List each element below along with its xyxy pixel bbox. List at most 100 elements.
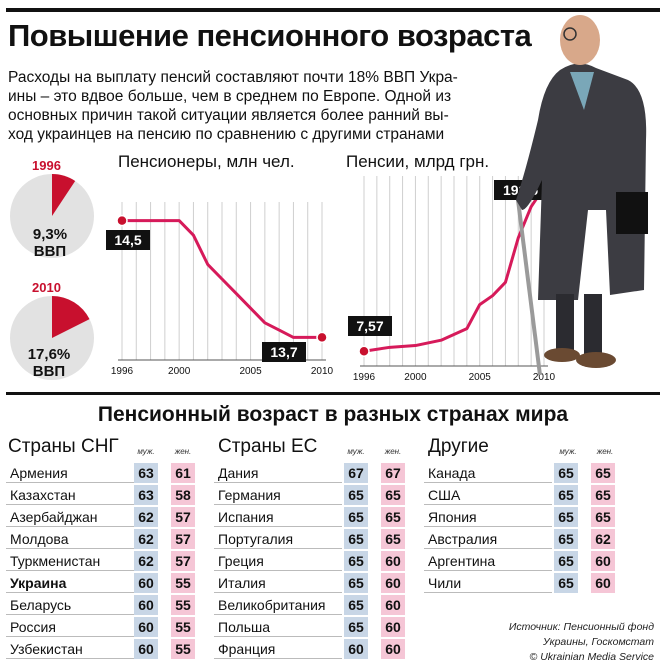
table-row: Азербайджан 62 57 <box>6 507 197 528</box>
table-row: Узбекистан 60 55 <box>6 639 197 660</box>
row-divider <box>214 482 342 483</box>
data-label: 13,7 <box>270 344 297 360</box>
table-row: Молдова 62 57 <box>6 529 197 550</box>
country-name: Узбекистан <box>10 641 83 657</box>
intro-line: ины – это вдвое больше, чем в среднем по… <box>8 88 452 105</box>
female-age: 65 <box>381 529 405 549</box>
x-tick-label: 2000 <box>168 366 191 377</box>
male-age: 65 <box>344 617 368 637</box>
country-name: Италия <box>218 575 266 591</box>
data-point <box>116 214 128 227</box>
country-name: Россия <box>10 619 56 635</box>
intro-text: Расходы на выплату пенсий составляют поч… <box>8 68 518 144</box>
female-age: 60 <box>381 551 405 571</box>
pie-label-2010: 17,6% ВВП <box>14 346 84 380</box>
table-row: Япония 65 65 <box>424 507 617 528</box>
row-divider <box>6 526 134 527</box>
country-name: Украина <box>10 575 67 591</box>
country-name: Португалия <box>218 531 294 547</box>
shirt <box>570 72 594 110</box>
table-row: Беларусь 60 55 <box>6 595 197 616</box>
pensioner-illustration <box>516 15 648 376</box>
row-divider <box>424 504 552 505</box>
pie-label-1996: 9,3% ВВП <box>18 226 82 260</box>
pie-year-1996: 1996 <box>32 158 61 173</box>
table-row: Дания 67 67 <box>214 463 407 484</box>
country-name: Япония <box>428 509 477 525</box>
female-age: 57 <box>171 529 195 549</box>
country-name: Азербайджан <box>10 509 98 525</box>
table-row: Германия 65 65 <box>214 485 407 506</box>
male-age: 60 <box>134 617 158 637</box>
row-divider <box>214 636 342 637</box>
row-divider <box>214 548 342 549</box>
cane <box>516 199 542 376</box>
right-leg <box>584 294 602 354</box>
x-tick-label: 2005 <box>469 372 492 383</box>
table-row: Испания 65 65 <box>214 507 407 528</box>
pie-chart-1996 <box>10 174 94 258</box>
table-row: Греция 65 60 <box>214 551 407 572</box>
male-age: 65 <box>344 507 368 527</box>
source-line: Источник: Пенсионный фонд <box>508 621 654 633</box>
country-name: Чили <box>428 575 462 591</box>
source-note: Источник: Пенсионный фонд Украины, Госко… <box>509 620 654 665</box>
section-rule <box>6 392 660 395</box>
female-age: 61 <box>171 463 195 483</box>
row-divider <box>214 614 342 615</box>
row-divider <box>424 592 552 593</box>
chart-pensioners: 1996 2000 2005 2010 14,5 13,7 <box>106 202 334 377</box>
row-divider <box>424 482 552 483</box>
glasses <box>563 27 577 41</box>
page-title: Повышение пенсионного возраста <box>8 18 532 53</box>
male-age: 65 <box>554 551 578 571</box>
country-name: Беларусь <box>10 597 72 613</box>
male-age: 62 <box>134 507 158 527</box>
data-label-box <box>106 230 150 250</box>
country-name: Великобритания <box>218 597 326 613</box>
group-title-cis: Страны СНГ <box>8 436 119 457</box>
pie-unit: ВВП <box>32 363 66 380</box>
table-row: Франция 60 60 <box>214 639 407 660</box>
table-row: Италия 65 60 <box>214 573 407 594</box>
female-age: 60 <box>381 573 405 593</box>
country-name: Франция <box>218 641 276 657</box>
male-age: 65 <box>344 573 368 593</box>
male-header: муж. <box>347 447 365 456</box>
table-row: Туркменистан 62 57 <box>6 551 197 572</box>
table-row: Канада 65 65 <box>424 463 617 484</box>
country-name: Канада <box>428 465 476 481</box>
chart-title-pensioners: Пенсионеры, млн чел. <box>118 152 295 171</box>
source-line: Украины, Госкомстат <box>543 636 654 648</box>
female-age: 57 <box>171 507 195 527</box>
male-age: 65 <box>344 529 368 549</box>
male-age: 63 <box>134 463 158 483</box>
series-line <box>122 219 322 339</box>
country-name: Армения <box>10 465 68 481</box>
row-divider <box>424 570 552 571</box>
intro-line: Расходы на выплату пенсий составляют поч… <box>8 69 458 86</box>
x-tick-label: 2000 <box>404 372 427 383</box>
row-divider <box>6 614 134 615</box>
male-age: 60 <box>134 573 158 593</box>
x-tick-label: 1996 <box>353 372 376 383</box>
female-age: 55 <box>171 595 195 615</box>
table-row: Португалия 65 65 <box>214 529 407 550</box>
female-age: 65 <box>591 485 615 505</box>
table-row: Польша 65 60 <box>214 617 407 638</box>
data-label-box <box>348 316 392 336</box>
pie-slice <box>52 296 90 338</box>
table-row: Армения 63 61 <box>6 463 197 484</box>
female-age: 65 <box>591 463 615 483</box>
female-age: 60 <box>381 595 405 615</box>
source-line: © Ukrainian Media Service <box>529 651 654 663</box>
male-age: 65 <box>554 507 578 527</box>
male-age: 63 <box>134 485 158 505</box>
row-divider <box>6 570 134 571</box>
head <box>560 15 600 65</box>
male-age: 62 <box>134 551 158 571</box>
left-leg <box>556 294 574 354</box>
table-row: США 65 65 <box>424 485 617 506</box>
country-name: США <box>428 487 461 503</box>
row-divider <box>424 548 552 549</box>
